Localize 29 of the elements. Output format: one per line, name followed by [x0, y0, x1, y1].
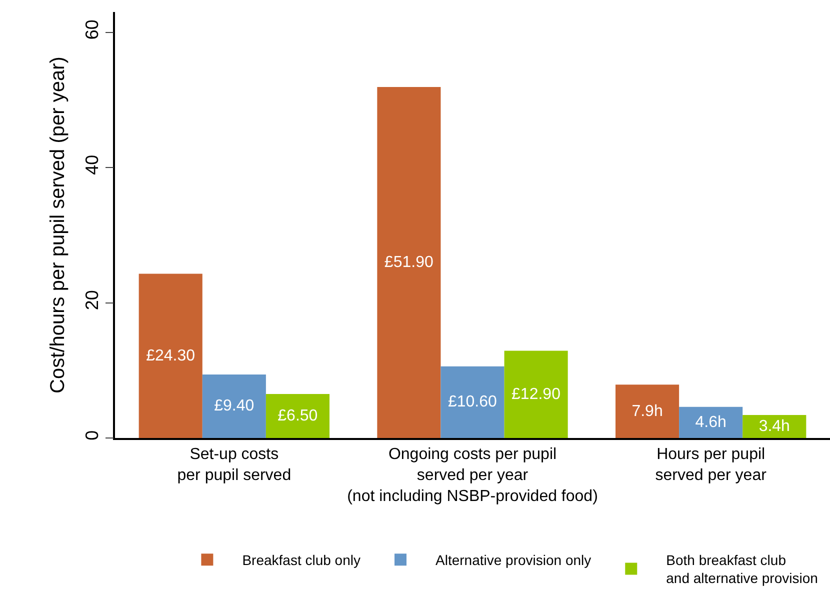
legend-label: Breakfast club only: [242, 552, 360, 568]
y-tick-label: 60: [82, 20, 102, 40]
y-tick-label: 0: [82, 430, 102, 440]
bar: [679, 406, 743, 438]
legend-label: Both breakfast club and alternative provision: [666, 552, 818, 586]
data-label: £12.90: [512, 386, 561, 403]
y-axis-title: Cost/hours per pupil served (per year): [47, 56, 70, 394]
bar: [138, 274, 202, 438]
x-tick-label: Hours per pupil served per year: [655, 446, 768, 484]
data-label: £9.40: [214, 398, 254, 415]
bar: [440, 366, 504, 438]
legend-label: Alternative provision only: [435, 552, 592, 568]
data-label: 4.6h: [695, 414, 726, 431]
y-tick-label: 40: [82, 154, 102, 175]
bar: [377, 87, 441, 438]
data-label: £6.50: [278, 408, 318, 425]
data-label: 7.9h: [632, 402, 663, 420]
data-label: 3.4h: [758, 418, 790, 435]
bar: [504, 350, 568, 438]
data-label: £24.30: [146, 347, 196, 364]
y-tick-label: 20: [82, 290, 102, 310]
bar: [266, 394, 330, 438]
data-label: £10.60: [448, 394, 498, 411]
bar: [616, 384, 680, 438]
x-tick-label: Ongoing costs per pupil served per year (not including NSBP-provided food): [347, 446, 598, 505]
data-label: £51.90: [384, 254, 434, 272]
bar: [202, 374, 266, 438]
x-tick-label: Set-up costs per pupil served: [177, 446, 292, 484]
bar: [742, 415, 806, 438]
